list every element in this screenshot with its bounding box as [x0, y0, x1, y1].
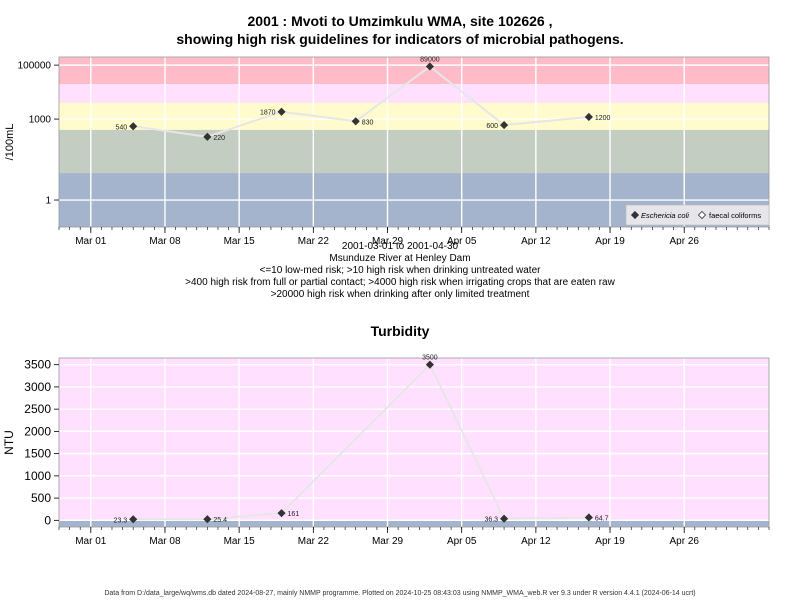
- y-tick-label: 1000: [29, 115, 52, 126]
- y-tick-label: 100000: [18, 61, 52, 72]
- ecoli-data-point: [500, 121, 509, 130]
- turbidity-x-tick-label: Apr 19: [595, 536, 625, 547]
- turbidity-series-line: [133, 362, 589, 521]
- main-title-line-2: showing high risk guidelines for indicat…: [176, 31, 624, 47]
- plot-frame: [58, 357, 770, 528]
- turbidity-data-point: [500, 514, 509, 523]
- legend-faecal-label: faecal coliforms: [709, 211, 761, 220]
- turbidity-data-label: 64.7: [595, 515, 609, 522]
- ecoli-x-tick-label: Apr 19: [595, 236, 625, 245]
- turbidity-x-tick-label: Mar 22: [298, 536, 330, 547]
- turbidity-title: Turbidity: [370, 323, 430, 339]
- turbidity-x-tick-label: Apr 26: [669, 536, 699, 547]
- ecoli-data-label: 1870: [260, 110, 276, 117]
- caption-guideline-2: >400 high risk from full or partial cont…: [185, 277, 615, 288]
- ecoli-x-tick-label: Mar 08: [149, 236, 181, 245]
- caption-date-range: 2001-03-01 to 2001-04-30: [341, 241, 459, 252]
- caption-site: Msunduze River at Henley Dam: [329, 253, 471, 264]
- y-tick-label: 1500: [24, 447, 51, 461]
- turbidity-x-tick-label: Apr 05: [447, 536, 477, 547]
- ecoli-x-tick-label: Apr 12: [521, 236, 551, 245]
- turbidity-x-tick-label: Mar 01: [75, 536, 107, 547]
- ecoli-data-point: [129, 122, 138, 131]
- risk-band: [59, 83, 769, 103]
- plot-frame: [58, 56, 770, 228]
- ecoli-x-tick-label: Mar 22: [298, 236, 330, 245]
- plot-background: [59, 358, 769, 527]
- ecoli-x-tick-label: Mar 29: [372, 236, 404, 245]
- turbidity-data-label: 161: [288, 511, 300, 518]
- ecoli-data-label: 89000: [420, 56, 440, 63]
- y-tick-label: 1: [45, 196, 51, 207]
- risk-band: [59, 102, 769, 130]
- turbidity-data-label: 23.3: [114, 517, 128, 524]
- y-axis-label: /100mL: [4, 124, 16, 161]
- turbidity-x-tick-label: Apr 12: [521, 536, 551, 547]
- legend-faecal-marker: [697, 210, 707, 220]
- ecoli-x-tick-label: Apr 05: [447, 236, 477, 245]
- y-tick-label: 2000: [24, 424, 51, 438]
- turbidity-data-label: 25.4: [213, 517, 227, 524]
- ecoli-data-point: [277, 107, 286, 116]
- turbidity-x-tick-label: Mar 08: [149, 536, 181, 547]
- y-tick-label: 1000: [24, 469, 51, 483]
- ecoli-data-point: [203, 132, 212, 141]
- main-title-line-1: 2001 : Mvoti to Umzimkulu WMA, site 1026…: [247, 13, 553, 29]
- caption-guideline-3: >20000 high risk when drinking after onl…: [270, 289, 530, 300]
- y-tick-label: 3500: [24, 358, 51, 372]
- ecoli-x-tick-label: Mar 15: [224, 236, 256, 245]
- ecoli-x-tick-label: Mar 01: [75, 236, 107, 245]
- ecoli-data-label: 830: [362, 119, 374, 126]
- caption-guideline-1: <=10 low-med risk; >10 high risk when dr…: [259, 265, 541, 276]
- y-axis-label: NTU: [2, 430, 16, 455]
- footer-note: Data from D:/data_large/wq/wms.db dated …: [104, 590, 696, 597]
- turbidity-data-label: 3500: [422, 355, 438, 362]
- ecoli-data-label: 600: [486, 123, 498, 130]
- ecoli-chart: 1 1000 100000/100mL Mar 01 Mar 08 Mar 15 Mar 2…: [4, 56, 770, 245]
- turbidity-data-label: 36.3: [484, 517, 498, 524]
- ecoli-data-label: 540: [115, 124, 127, 131]
- turbidity-data-point: [277, 509, 286, 518]
- y-tick-label: 2500: [24, 402, 51, 416]
- turbidity-data-point: [584, 513, 593, 522]
- turbidity-x-tick-label: Mar 29: [372, 536, 404, 547]
- y-tick-label: 0: [44, 513, 51, 527]
- baseline-band: [59, 520, 769, 527]
- legend-ecoli-marker: [630, 210, 640, 220]
- y-tick-label: 500: [31, 491, 51, 505]
- turbidity-x-tick-label: Mar 15: [224, 536, 256, 547]
- ecoli-data-label: 1200: [595, 115, 611, 122]
- ecoli-x-tick-label: Apr 26: [669, 236, 699, 245]
- ecoli-data-label: 220: [213, 135, 225, 142]
- ecoli-data-point: [351, 117, 360, 126]
- turbidity-data-point: [129, 515, 138, 524]
- y-tick-label: 3000: [24, 380, 51, 394]
- ecoli-data-point: [425, 62, 434, 71]
- turbidity-data-point: [425, 360, 434, 369]
- risk-band: [59, 129, 769, 174]
- turbidity-data-point: [203, 515, 212, 524]
- legend-ecoli-label: Eschericia coli: [641, 211, 689, 220]
- ecoli-data-point: [584, 112, 593, 122]
- legend-box: [625, 204, 770, 226]
- risk-band: [59, 57, 769, 84]
